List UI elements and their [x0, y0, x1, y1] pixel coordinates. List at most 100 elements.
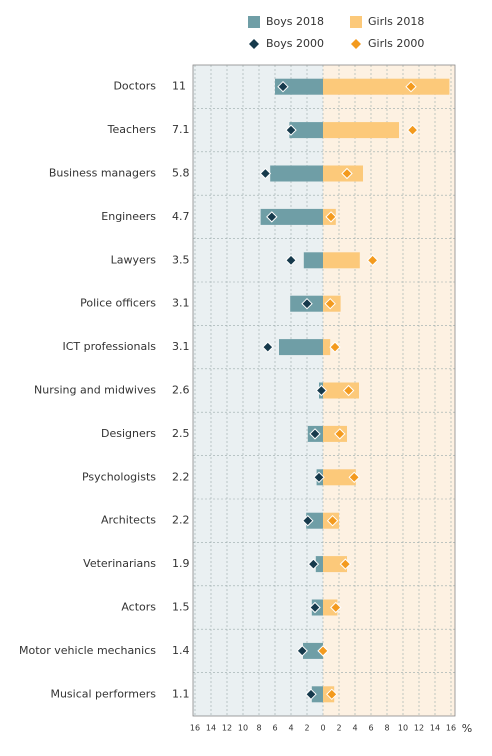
marker [285, 124, 297, 136]
category-label: Lawyers [111, 253, 157, 266]
category-label: Teachers [107, 123, 157, 136]
category-label: Engineers [101, 210, 156, 223]
category-label: Motor vehicle mechanics [19, 644, 156, 657]
marker [341, 167, 353, 180]
bar [289, 122, 323, 139]
category-label: Business managers [49, 167, 156, 180]
marker [285, 254, 297, 267]
x-unit: % [462, 722, 472, 735]
bar [260, 208, 323, 225]
x-tick-label: 14 [430, 724, 440, 733]
marker [324, 297, 336, 310]
ratio-label: 3.5 [172, 253, 190, 266]
marker [309, 428, 321, 440]
bar [323, 78, 450, 95]
bar [306, 512, 323, 529]
x-tick-label: 2 [336, 724, 341, 733]
x-tick-label: 12 [222, 724, 232, 733]
marker [406, 124, 419, 136]
legend-label: Boys 2018 [266, 15, 324, 28]
bar [315, 556, 323, 573]
marker [366, 254, 379, 267]
bar [303, 642, 323, 659]
ratio-label: 4.7 [172, 210, 190, 223]
marker [262, 341, 274, 353]
x-tick-label: 0 [320, 724, 325, 733]
marker [326, 688, 338, 701]
bar [323, 339, 331, 356]
ratio-label: 2.5 [172, 427, 190, 440]
marker [296, 645, 308, 657]
bar [279, 339, 323, 356]
category-label: Architects [101, 514, 156, 527]
marker [313, 471, 325, 484]
marker [348, 471, 360, 484]
x-tick-label: 6 [272, 724, 277, 733]
marker [339, 558, 352, 570]
legend-label: Girls 2000 [368, 37, 424, 50]
legend-swatch [248, 16, 260, 28]
bar [270, 165, 323, 182]
marker [405, 80, 417, 93]
bar [311, 686, 323, 703]
category-label: Psychologists [82, 470, 156, 483]
x-tick-label: 10 [398, 724, 408, 733]
legend-label: Boys 2000 [266, 37, 324, 50]
bar [323, 252, 360, 269]
category-label: ICT professionals [62, 340, 156, 353]
marker [266, 211, 278, 223]
x-tick-label: 10 [238, 724, 248, 733]
category-label: Veterinarians [83, 557, 156, 570]
marker [315, 384, 328, 397]
ratio-label: 2.2 [172, 514, 190, 527]
marker [307, 558, 320, 570]
x-tick-label: 8 [256, 724, 261, 733]
bar [323, 469, 356, 486]
marker [325, 211, 337, 223]
bar [275, 78, 323, 95]
plot-frame [192, 64, 456, 717]
ratio-label: 2.2 [172, 470, 190, 483]
legend-swatch [249, 39, 259, 49]
category-label: Designers [101, 427, 156, 440]
legend-swatch [350, 16, 362, 28]
ratio-label: 11 [172, 80, 186, 93]
ratio-label: 3.1 [172, 340, 190, 353]
marker [277, 80, 289, 93]
bar [323, 122, 399, 139]
x-tick-label: 16 [190, 724, 200, 733]
ratio-label: 7.1 [172, 123, 190, 136]
category-label: Nursing and midwives [34, 384, 156, 397]
marker [326, 514, 339, 527]
category-label: Musical performers [50, 687, 156, 700]
x-tick-label: 6 [368, 724, 373, 733]
marker [301, 297, 313, 310]
plot-bg-left [193, 65, 323, 716]
bar [323, 556, 347, 573]
x-tick-label: 2 [304, 724, 309, 733]
marker [259, 167, 272, 180]
ratio-label: 5.8 [172, 167, 190, 180]
marker [309, 601, 321, 614]
x-tick-label: 4 [288, 724, 293, 733]
ratio-label: 1.9 [172, 557, 190, 570]
ratio-label: 2.6 [172, 384, 190, 397]
legend-label: Girls 2018 [368, 15, 424, 28]
x-tick-label: 8 [384, 724, 389, 733]
legend-swatch [351, 39, 361, 49]
marker [305, 688, 317, 701]
ratio-label: 1.1 [172, 687, 190, 700]
marker [334, 428, 346, 440]
marker [302, 514, 314, 527]
ratio-label: 1.5 [172, 601, 190, 614]
category-label: Doctors [113, 80, 156, 93]
ratio-label: 3.1 [172, 297, 190, 310]
marker [329, 341, 341, 353]
marker [330, 601, 342, 614]
marker [317, 645, 329, 657]
x-tick-label: 14 [206, 724, 216, 733]
x-tick-label: 16 [446, 724, 456, 733]
bar [303, 252, 323, 269]
category-label: Police officers [80, 297, 156, 310]
